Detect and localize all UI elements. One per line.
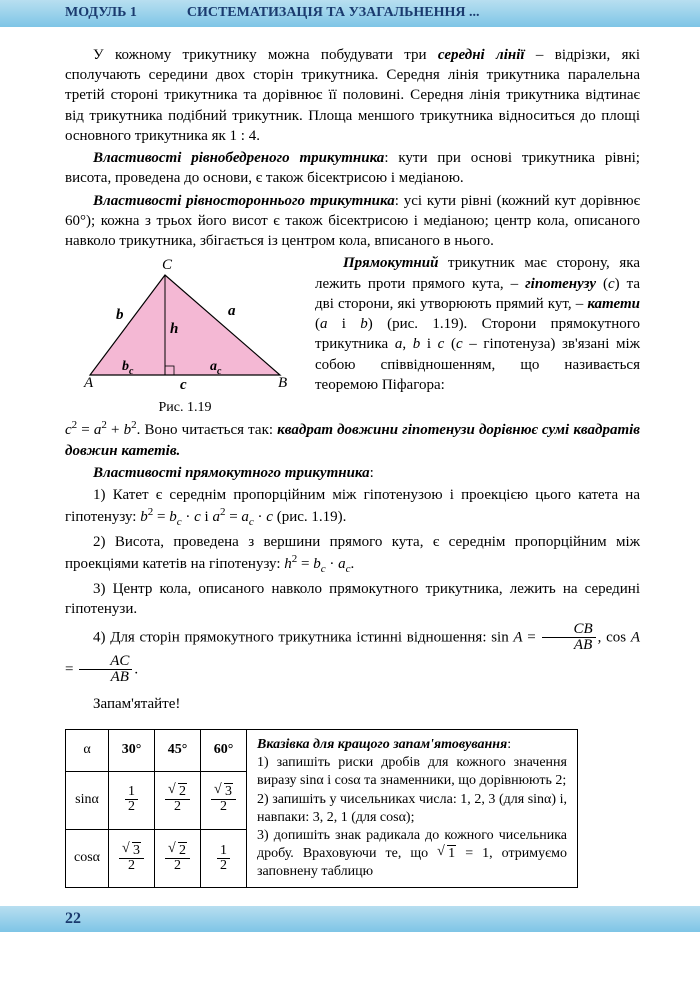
vertex-a-label: A xyxy=(83,375,94,391)
figure-triangle: A B C b a h bc ac c Рис. 1.19 xyxy=(65,255,305,418)
row-label: sinα xyxy=(66,771,109,829)
col-60: 60° xyxy=(201,729,247,771)
section-title: СИСТЕМАТИЗАЦІЯ ТА УЗАГАЛЬНЕННЯ ... xyxy=(137,4,480,23)
alpha-cell: α xyxy=(66,729,109,771)
property-4: 4) Для сторін прямокутного трикутника іс… xyxy=(65,622,640,686)
side-c-label: c xyxy=(180,377,187,393)
property-1: 1) Катет є середнім пропорційним між гіп… xyxy=(65,485,640,530)
page-content: У кожному трикутнику можна побудувати тр… xyxy=(0,27,700,899)
pythagoras-line: c2 = a2 + b2. Воно читається так: квадра… xyxy=(65,418,640,461)
vertex-b-label: B xyxy=(278,375,287,391)
row-label: cosα xyxy=(66,830,109,888)
figure-caption: Рис. 1.19 xyxy=(65,399,305,418)
triangle-svg: A B C b a h bc ac c xyxy=(70,255,300,395)
paragraph-1: У кожному трикутнику можна побудувати тр… xyxy=(65,45,640,146)
paragraph-3: Властивості рівностороннього трикутника:… xyxy=(65,191,640,252)
side-a-label: a xyxy=(228,303,236,319)
col-45: 45° xyxy=(155,729,201,771)
table-row: α 30° 45° 60° Вказівка для кращого запам… xyxy=(66,729,578,771)
col-30: 30° xyxy=(109,729,155,771)
property-3: 3) Центр кола, описаного навколо прямоку… xyxy=(65,579,640,620)
property-2: 2) Висота, проведена з вершини прямого к… xyxy=(65,532,640,577)
side-b-label: b xyxy=(116,307,124,323)
module-label: МОДУЛЬ 1 xyxy=(0,4,137,23)
vertex-c-label: C xyxy=(162,257,173,273)
hint-cell: Вказівка для кращого запам'ятовування: 1… xyxy=(247,729,578,888)
paragraph-2: Властивості рівнобедреного трикутника: к… xyxy=(65,148,640,189)
remember-label: Запам'ятайте! xyxy=(65,694,640,714)
height-h-label: h xyxy=(170,321,178,337)
header-bar: МОДУЛЬ 1 СИСТЕМАТИЗАЦІЯ ТА УЗАГАЛЬНЕННЯ … xyxy=(0,0,700,27)
properties-heading: Властивості прямокутного трикутника: xyxy=(65,463,640,483)
page-number: 22 xyxy=(0,906,700,932)
trig-table: α 30° 45° 60° Вказівка для кращого запам… xyxy=(65,729,578,889)
